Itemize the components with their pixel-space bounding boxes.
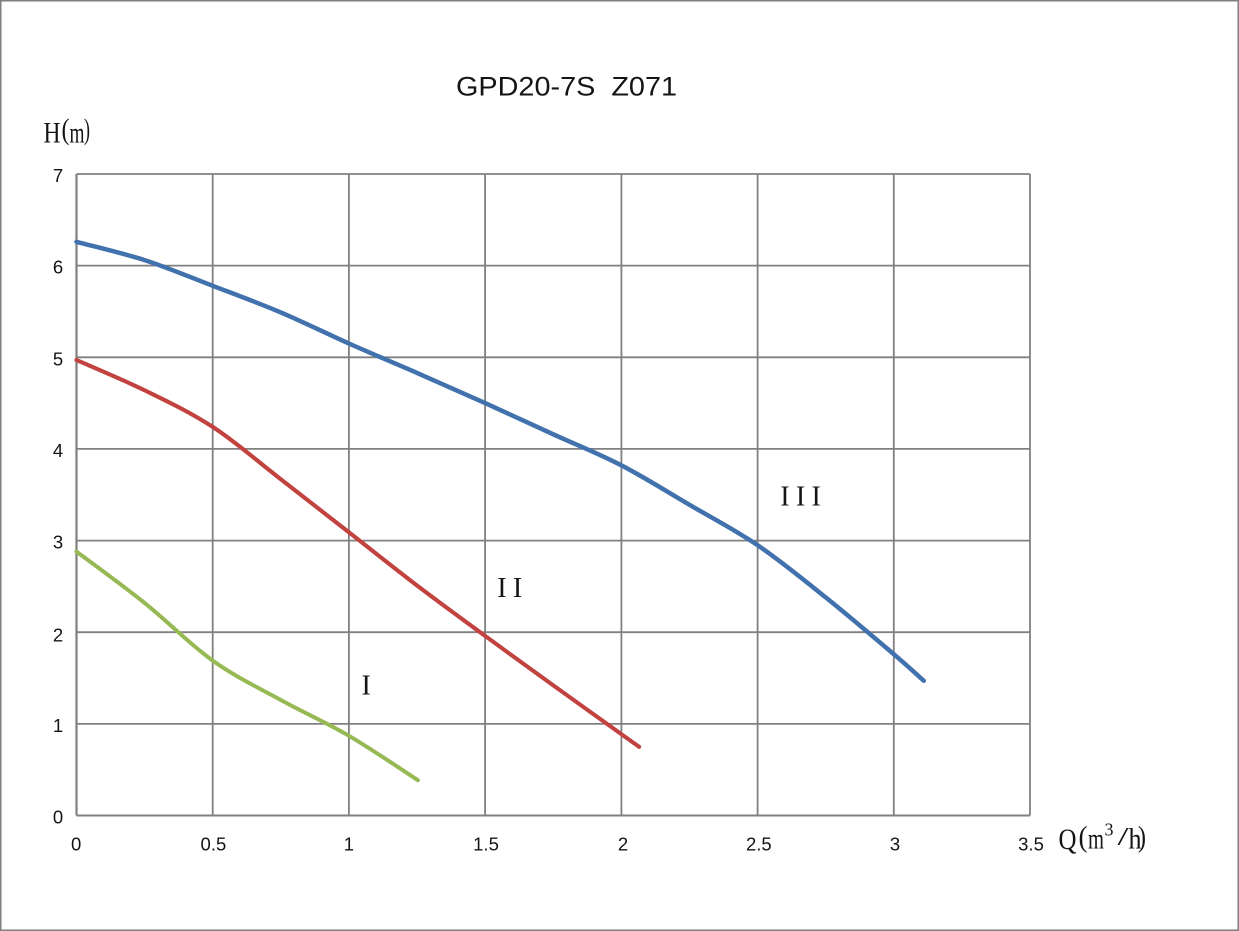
svg-text:0.5: 0.5 <box>201 833 227 854</box>
svg-text:II: II <box>497 573 528 604</box>
svg-text:GPD20-7S Z071: GPD20-7S Z071 <box>456 72 677 102</box>
svg-text:1.5: 1.5 <box>473 833 499 854</box>
svg-text:3: 3 <box>53 532 63 553</box>
svg-text:4: 4 <box>53 440 63 461</box>
svg-text:Q: Q <box>1059 823 1077 856</box>
svg-text:0: 0 <box>71 833 81 854</box>
svg-text:3: 3 <box>1105 820 1114 840</box>
svg-text:2.5: 2.5 <box>746 833 772 854</box>
svg-text:m: m <box>70 117 85 150</box>
svg-text:(: ( <box>62 113 70 146</box>
svg-text:I: I <box>362 671 378 702</box>
svg-text:0: 0 <box>53 807 63 828</box>
svg-text:/: / <box>1118 824 1129 851</box>
svg-text:m: m <box>1088 823 1104 856</box>
svg-text:6: 6 <box>53 257 63 278</box>
svg-text:1: 1 <box>344 833 354 854</box>
svg-text:(: ( <box>1079 821 1088 854</box>
svg-text:3: 3 <box>890 833 900 854</box>
svg-text:1: 1 <box>53 715 63 736</box>
svg-text:h: h <box>1129 823 1142 856</box>
svg-text:): ) <box>84 113 90 146</box>
svg-text:2: 2 <box>618 833 628 854</box>
svg-text:7: 7 <box>53 165 63 186</box>
svg-text:5: 5 <box>53 348 63 369</box>
svg-text:H: H <box>44 117 61 150</box>
svg-text:2: 2 <box>53 625 63 646</box>
svg-text:3.5: 3.5 <box>1018 833 1044 854</box>
svg-text:III: III <box>780 482 827 513</box>
svg-text:): ) <box>1138 821 1146 854</box>
